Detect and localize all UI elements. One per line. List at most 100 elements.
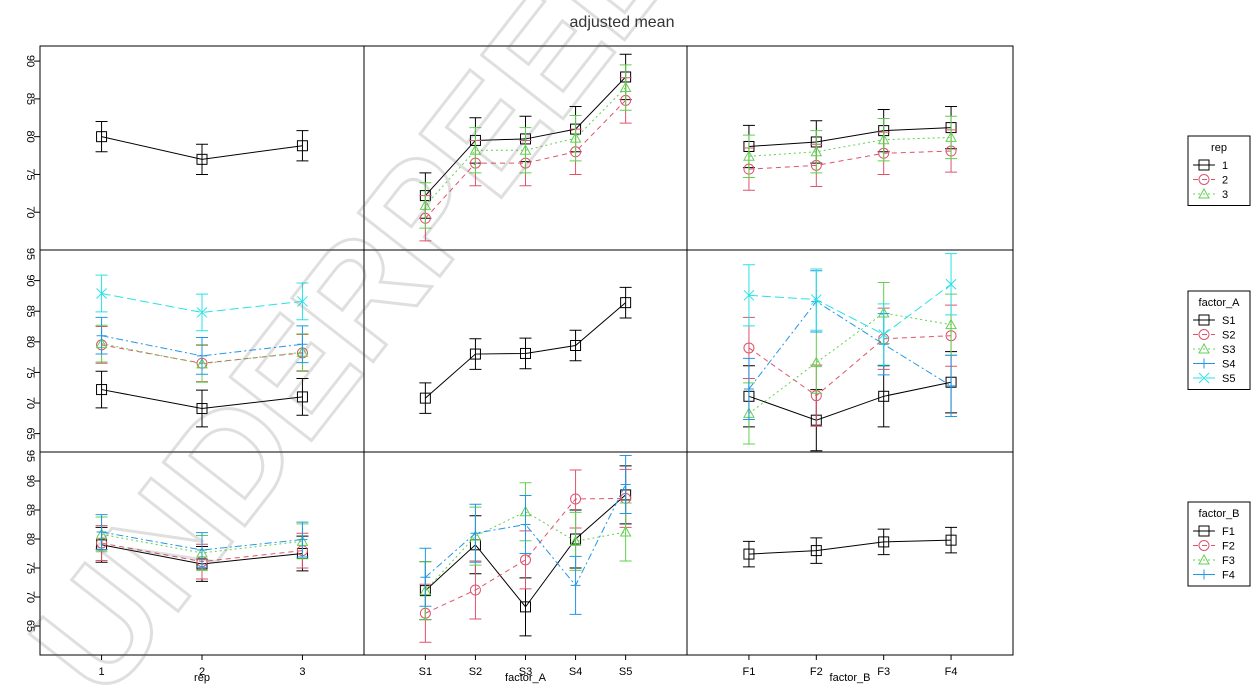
- legend-box: [1187, 290, 1251, 390]
- data-point: [297, 296, 308, 307]
- data-point: [520, 554, 531, 566]
- legend-label: F4: [1222, 570, 1235, 582]
- series-line: [748, 539, 952, 555]
- x-tick-label: F1: [743, 666, 756, 678]
- panel-rep-by-factor_A: [363, 45, 688, 251]
- data-point: [297, 339, 308, 350]
- legend-label: S4: [1222, 359, 1235, 371]
- data-point: [520, 519, 531, 530]
- series-1: [742, 105, 958, 169]
- error-bar: [810, 331, 823, 394]
- error-bar: [742, 134, 755, 178]
- error-bar: [296, 378, 309, 416]
- series-1: [95, 121, 309, 175]
- data-point: [197, 545, 207, 556]
- data-point: [743, 289, 755, 301]
- series-F1: [742, 526, 958, 568]
- data-point: [810, 545, 822, 557]
- legend-factor_A: factor_A S1 S2 S3 S4 S5: [1187, 290, 1251, 390]
- error-bar: [196, 143, 208, 175]
- legend-label: S1: [1222, 315, 1235, 327]
- data-point: [570, 580, 581, 591]
- series-S1: [419, 286, 632, 414]
- data-point: [197, 350, 207, 361]
- legend-area: rep 1 2 3 factor_A S1 S2 S3 S4 S5 factor_B F1 F2 F3 F4: [1187, 135, 1251, 587]
- chart-title: adjusted mean: [570, 14, 675, 31]
- series-line: [101, 292, 303, 313]
- series-3: [419, 64, 632, 229]
- data-point: [296, 140, 308, 152]
- y-tick-label: 90: [24, 55, 36, 67]
- series-line: [748, 283, 952, 336]
- error-bar: [419, 182, 432, 229]
- y-tick-label: 75: [24, 562, 36, 574]
- x-axis-label: rep: [194, 672, 210, 684]
- legend-title: factor_B: [1199, 508, 1240, 520]
- y-tick-label: 85: [24, 504, 36, 516]
- data-point: [743, 548, 755, 560]
- error-bar: [196, 389, 208, 428]
- y-top-label: 95: [24, 450, 36, 462]
- data-point: [420, 572, 431, 583]
- data-point: [810, 145, 823, 157]
- data-point: [878, 536, 890, 548]
- data-point: [469, 348, 481, 360]
- y-tick-label: 70: [24, 206, 36, 218]
- error-bar: [877, 118, 890, 162]
- data-point: [619, 81, 632, 93]
- y-tick-label: 90: [24, 475, 36, 487]
- error-bar: [519, 127, 532, 174]
- legend-label: S2: [1222, 330, 1235, 342]
- series-S5: [742, 253, 958, 366]
- data-point: [96, 384, 108, 396]
- y-tick-label: 80: [24, 533, 36, 545]
- series-S5: [95, 274, 309, 332]
- error-bar: [469, 560, 482, 620]
- error-bar: [619, 286, 632, 319]
- series-line: [748, 312, 952, 414]
- data-point: [297, 534, 308, 545]
- data-point: [743, 383, 754, 394]
- data-point: [470, 528, 481, 539]
- legend-label: 1: [1222, 160, 1228, 172]
- error-bar: [619, 64, 632, 111]
- series-F4: [95, 514, 309, 568]
- panel-frame: [686, 451, 1014, 656]
- data-point: [196, 403, 208, 415]
- series-line: [101, 531, 303, 551]
- legend-factor_B: factor_B F1 F2 F3 F4: [1187, 501, 1251, 587]
- panel-factor_B-by-factor_B: [686, 451, 1014, 656]
- x-tick-label: 1: [98, 666, 104, 678]
- x-tick-label: S1: [419, 666, 432, 678]
- error-bar: [569, 115, 582, 162]
- data-point: [96, 330, 107, 341]
- x-tick-label: S2: [469, 666, 482, 678]
- y-tick-label: 80: [24, 336, 36, 348]
- series-line: [748, 150, 952, 170]
- data-point: [743, 342, 755, 354]
- series-3: [742, 115, 958, 178]
- y-tick-label: 65: [24, 620, 36, 632]
- data-point: [877, 133, 890, 145]
- data-point: [520, 347, 531, 359]
- series-F4: [419, 454, 632, 615]
- data-point: [520, 601, 531, 613]
- legend-symbol: [1198, 187, 1210, 199]
- legend-label: 2: [1222, 175, 1228, 187]
- legend-symbol: [1198, 553, 1210, 565]
- error-bar: [95, 121, 108, 153]
- data-point: [196, 307, 208, 318]
- series-S1: [95, 370, 309, 428]
- error-bar: [810, 537, 823, 564]
- legend-symbol: [1198, 540, 1210, 551]
- data-point: [878, 329, 890, 340]
- data-point: [945, 278, 957, 290]
- data-point: [96, 527, 107, 538]
- data-point: [419, 199, 432, 210]
- data-point: [810, 294, 822, 305]
- error-bar: [296, 130, 309, 162]
- y-tick-label: 70: [24, 397, 36, 409]
- legend-symbol: [1199, 569, 1209, 580]
- legend-label: F1: [1222, 526, 1235, 538]
